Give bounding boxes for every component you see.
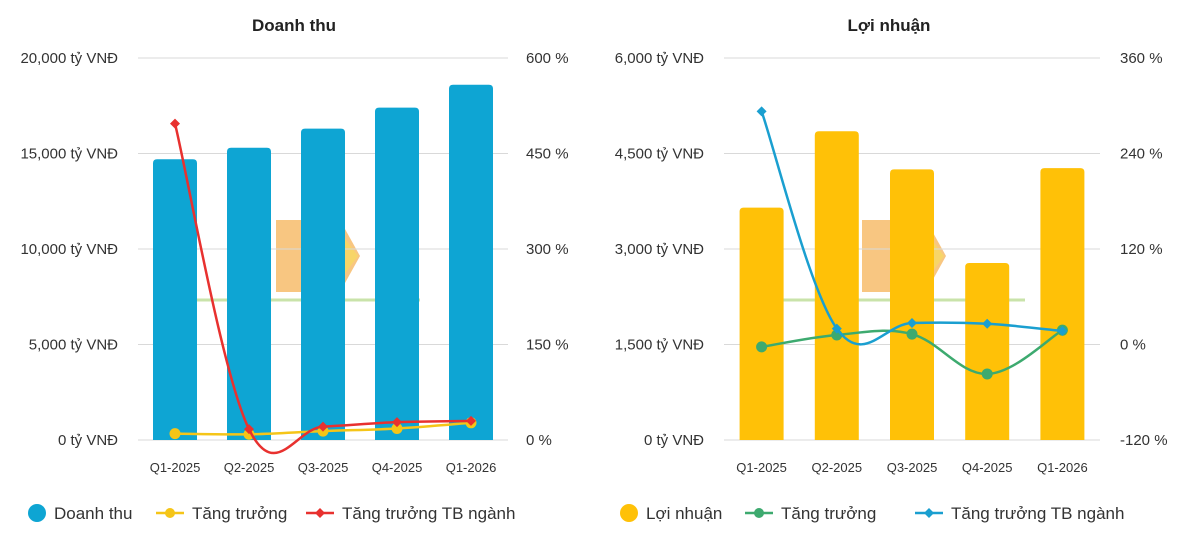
point bbox=[243, 428, 255, 440]
y-left-tick-label: 15,000 tỷ VNĐ bbox=[20, 146, 118, 163]
y-left-tick-label: 1,500 tỷ VNĐ bbox=[615, 337, 704, 354]
y-right-tick-label: 300 % bbox=[526, 241, 569, 258]
y-right-tick-label: 360 % bbox=[1120, 50, 1163, 67]
y-left-tick-label: 0 tỷ VNĐ bbox=[58, 432, 118, 449]
y-right-tick-label: 0 % bbox=[526, 432, 552, 449]
point bbox=[170, 118, 180, 129]
x-tick-label: Q1-2026 bbox=[446, 460, 497, 475]
y-left-tick-label: 4,500 tỷ VNĐ bbox=[615, 146, 704, 163]
chart-0: Doanh thu 0 tỷ VNĐ 5,000 tỷ VNĐ 10,000 tỷ V… bbox=[20, 16, 568, 523]
x-tick-label: Q4-2025 bbox=[962, 460, 1013, 475]
bar bbox=[227, 147, 271, 440]
legend-marker bbox=[754, 508, 764, 518]
y-left-tick-label: 3,000 tỷ VNĐ bbox=[615, 241, 704, 258]
bar bbox=[814, 131, 859, 440]
y-right-tick-label: -120 % bbox=[1120, 432, 1168, 449]
point bbox=[466, 415, 476, 426]
y-left-tick-label: 10,000 tỷ VNĐ bbox=[20, 241, 118, 258]
legend-label: Tăng trưởng bbox=[192, 504, 287, 523]
legend-label: Tăng trưởng TB ngành bbox=[342, 504, 515, 523]
point bbox=[756, 341, 768, 353]
bar bbox=[449, 84, 493, 441]
legend-marker bbox=[924, 508, 934, 518]
legend-label: Tăng trưởng bbox=[781, 504, 876, 523]
x-tick-label: Q1-2025 bbox=[736, 460, 787, 475]
point bbox=[982, 318, 993, 329]
point bbox=[981, 368, 993, 380]
y-right-tick-label: 600 % bbox=[526, 50, 569, 67]
x-tick-label: Q1-2025 bbox=[150, 460, 201, 475]
point bbox=[1057, 325, 1068, 336]
legend-label: Tăng trưởng TB ngành bbox=[951, 504, 1124, 523]
legend-marker bbox=[28, 504, 46, 522]
y-left-tick-label: 6,000 tỷ VNĐ bbox=[615, 50, 704, 67]
point bbox=[831, 323, 842, 334]
point bbox=[318, 421, 328, 432]
series-line bbox=[760, 110, 1063, 346]
point bbox=[907, 318, 917, 329]
x-tick-label: Q3-2025 bbox=[887, 460, 938, 475]
point bbox=[392, 417, 402, 428]
point bbox=[756, 106, 767, 117]
point bbox=[906, 328, 918, 340]
y-left-tick-label: 5,000 tỷ VNĐ bbox=[29, 337, 118, 354]
y-right-tick-label: 120 % bbox=[1120, 241, 1163, 258]
point bbox=[391, 423, 403, 435]
legend-label: Lợi nhuận bbox=[646, 504, 722, 523]
y-left-tick-label: 20,000 tỷ VNĐ bbox=[20, 50, 118, 67]
point bbox=[244, 424, 254, 435]
bar bbox=[965, 263, 1010, 440]
legend-marker bbox=[620, 504, 638, 522]
bar bbox=[1040, 168, 1085, 441]
legend-marker bbox=[165, 508, 175, 518]
y-right-tick-label: 240 % bbox=[1120, 146, 1163, 163]
y-right-tick-label: 0 % bbox=[1120, 337, 1146, 354]
x-tick-label: Q3-2025 bbox=[298, 460, 349, 475]
chart-1: Lợi nhuận 0 tỷ VNĐ 1,500 tỷ VNĐ 3,000 tỷ VN… bbox=[615, 16, 1168, 523]
point bbox=[169, 428, 181, 440]
x-tick-label: Q1-2026 bbox=[1037, 460, 1088, 475]
y-right-tick-label: 450 % bbox=[526, 146, 569, 163]
x-tick-label: Q2-2025 bbox=[224, 460, 275, 475]
legend-label: Doanh thu bbox=[54, 504, 132, 523]
y-left-tick-label: 0 tỷ VNĐ bbox=[644, 432, 704, 449]
x-tick-label: Q2-2025 bbox=[812, 460, 863, 475]
bar bbox=[890, 169, 934, 440]
bar bbox=[375, 107, 419, 440]
bar bbox=[301, 128, 345, 441]
bar bbox=[153, 159, 197, 441]
chart-title: Lợi nhuận bbox=[848, 16, 931, 35]
bar bbox=[739, 207, 784, 440]
chart-title: Doanh thu bbox=[252, 16, 336, 35]
legend-marker bbox=[315, 508, 325, 518]
x-tick-label: Q4-2025 bbox=[372, 460, 423, 475]
y-right-tick-label: 150 % bbox=[526, 337, 569, 354]
